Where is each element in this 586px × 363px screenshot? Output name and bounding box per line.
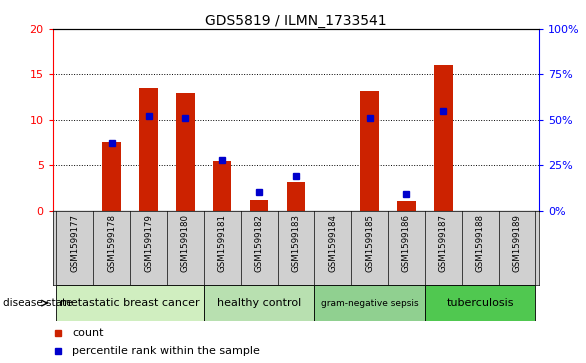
- Bar: [287, 182, 305, 211]
- Bar: [314, 285, 425, 321]
- Bar: [213, 160, 231, 211]
- Bar: [360, 91, 379, 211]
- Text: GSM1599187: GSM1599187: [439, 214, 448, 272]
- Bar: [56, 285, 204, 321]
- Bar: [103, 142, 121, 211]
- Text: count: count: [72, 328, 104, 338]
- Text: GSM1599182: GSM1599182: [254, 214, 264, 272]
- Text: disease state: disease state: [3, 298, 73, 308]
- Text: tuberculosis: tuberculosis: [447, 298, 514, 308]
- Bar: [397, 200, 415, 211]
- Text: metastatic breast cancer: metastatic breast cancer: [60, 298, 200, 308]
- Text: percentile rank within the sample: percentile rank within the sample: [72, 346, 260, 356]
- Bar: [425, 285, 536, 321]
- Text: GSM1599185: GSM1599185: [365, 214, 374, 272]
- Text: GSM1599180: GSM1599180: [181, 214, 190, 272]
- Text: GSM1599183: GSM1599183: [291, 214, 301, 272]
- Text: GSM1599177: GSM1599177: [70, 214, 79, 272]
- Text: GSM1599178: GSM1599178: [107, 214, 116, 272]
- Bar: [250, 200, 268, 211]
- Bar: [434, 65, 452, 211]
- Text: GSM1599184: GSM1599184: [328, 214, 338, 272]
- Text: GSM1599188: GSM1599188: [476, 214, 485, 272]
- Text: GSM1599189: GSM1599189: [513, 214, 522, 272]
- Bar: [176, 93, 195, 211]
- Title: GDS5819 / ILMN_1733541: GDS5819 / ILMN_1733541: [205, 14, 387, 28]
- Bar: [139, 88, 158, 211]
- Text: GSM1599181: GSM1599181: [218, 214, 227, 272]
- Text: GSM1599179: GSM1599179: [144, 214, 153, 272]
- Text: gram-negative sepsis: gram-negative sepsis: [321, 299, 418, 307]
- Text: healthy control: healthy control: [217, 298, 301, 308]
- Bar: [204, 285, 314, 321]
- Text: GSM1599186: GSM1599186: [402, 214, 411, 272]
